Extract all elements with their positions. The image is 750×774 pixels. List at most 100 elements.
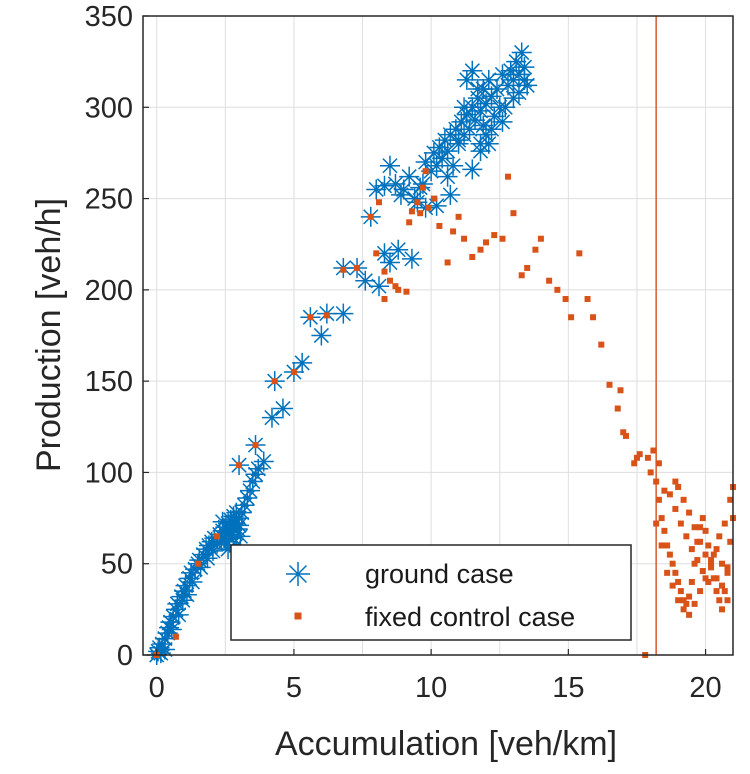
data-point-fixed-control-case <box>697 524 704 531</box>
data-point-fixed-control-case <box>705 542 712 549</box>
data-point-fixed-control-case <box>658 542 665 549</box>
data-point-fixed-control-case <box>483 239 490 246</box>
data-point-fixed-control-case <box>395 286 402 293</box>
data-point-fixed-control-case <box>672 478 679 485</box>
data-point-ground-case <box>467 79 488 100</box>
data-point-ground-case <box>412 173 433 194</box>
data-point-fixed-control-case <box>408 208 415 215</box>
series-0 <box>146 42 538 665</box>
data-point-ground-case <box>385 173 406 194</box>
legend-marker-ground-case <box>286 562 310 586</box>
data-point-ground-case <box>292 352 313 373</box>
data-point-fixed-control-case <box>724 597 731 604</box>
data-point-fixed-control-case <box>697 538 704 545</box>
data-point-ground-case <box>168 604 189 625</box>
data-point-fixed-control-case <box>664 542 671 549</box>
y-tick-label: 50 <box>101 549 133 581</box>
data-point-fixed-control-case <box>691 524 698 531</box>
data-point-fixed-control-case <box>417 210 424 217</box>
y-tick-label: 200 <box>85 275 133 307</box>
data-point-fixed-control-case <box>381 268 388 275</box>
data-point-fixed-control-case <box>661 527 668 534</box>
data-point-ground-case <box>248 458 269 479</box>
data-point-ground-case <box>462 159 483 180</box>
data-point-ground-case <box>481 86 502 107</box>
data-point-ground-case <box>470 100 491 121</box>
data-point-fixed-control-case <box>664 569 671 576</box>
data-point-fixed-control-case <box>546 277 553 284</box>
y-tick-label: 300 <box>85 92 133 124</box>
x-tick-label: 20 <box>689 672 721 704</box>
data-point-fixed-control-case <box>669 582 676 589</box>
data-point-fixed-control-case <box>422 168 429 175</box>
data-point-fixed-control-case <box>683 600 690 607</box>
data-point-fixed-control-case <box>444 259 451 266</box>
data-point-fixed-control-case <box>691 560 698 567</box>
data-point-fixed-control-case <box>373 250 380 257</box>
data-point-fixed-control-case <box>381 295 388 302</box>
data-point-fixed-control-case <box>680 597 687 604</box>
data-point-fixed-control-case <box>702 527 709 534</box>
data-point-ground-case <box>484 106 505 127</box>
data-point-fixed-control-case <box>653 478 660 485</box>
data-point-fixed-control-case <box>590 314 597 321</box>
x-tick-label: 0 <box>149 672 165 704</box>
data-point-fixed-control-case <box>672 569 679 576</box>
data-point-ground-case <box>388 239 409 260</box>
data-point-ground-case <box>390 184 411 205</box>
data-points <box>146 42 736 665</box>
data-point-fixed-control-case <box>686 611 693 618</box>
data-point-fixed-control-case <box>376 199 382 206</box>
data-point-fixed-control-case <box>686 509 693 516</box>
data-point-fixed-control-case <box>504 173 511 180</box>
data-point-ground-case <box>440 184 461 205</box>
data-point-fixed-control-case <box>562 295 569 302</box>
data-point-fixed-control-case <box>614 405 621 412</box>
data-point-ground-case <box>514 69 535 90</box>
data-point-fixed-control-case <box>672 505 679 512</box>
data-point-fixed-control-case <box>675 484 682 491</box>
data-point-ground-case <box>220 522 241 543</box>
data-point-fixed-control-case <box>524 264 531 271</box>
data-point-fixed-control-case <box>677 588 684 595</box>
data-point-ground-case <box>369 276 389 297</box>
data-point-fixed-control-case <box>323 312 330 319</box>
x-tick-label: 15 <box>552 672 584 704</box>
data-point-fixed-control-case <box>666 551 673 558</box>
data-point-fixed-control-case <box>694 557 701 564</box>
data-point-fixed-control-case <box>686 593 693 600</box>
data-point-fixed-control-case <box>727 538 734 545</box>
data-point-fixed-control-case <box>499 235 506 242</box>
data-point-fixed-control-case <box>532 246 539 253</box>
data-point-fixed-control-case <box>713 588 720 595</box>
data-point-fixed-control-case <box>724 569 731 576</box>
x-axis-label: Accumulation [veh/km] <box>275 725 617 763</box>
data-point-fixed-control-case <box>236 462 243 469</box>
data-point-fixed-control-case <box>655 460 662 467</box>
data-point-ground-case <box>465 110 486 131</box>
data-point-fixed-control-case <box>554 286 561 293</box>
data-point-ground-case <box>333 303 354 324</box>
data-point-fixed-control-case <box>518 272 525 279</box>
data-point-fixed-control-case <box>691 600 698 607</box>
data-point-fixed-control-case <box>655 496 662 503</box>
data-point-fixed-control-case <box>705 578 712 585</box>
data-point-fixed-control-case <box>354 264 361 271</box>
y-tick-label: 100 <box>85 457 133 489</box>
data-point-fixed-control-case <box>271 378 278 385</box>
data-point-fixed-control-case <box>721 520 728 527</box>
y-axis-label: Production [veh/h] <box>30 198 68 472</box>
data-point-fixed-control-case <box>450 228 457 235</box>
data-point-fixed-control-case <box>669 560 676 567</box>
data-point-ground-case <box>253 451 274 472</box>
data-point-fixed-control-case <box>406 219 413 226</box>
data-point-ground-case <box>154 639 175 660</box>
data-point-fixed-control-case <box>455 213 462 220</box>
y-axis-ticks: 0 50 100 150 200 250 300 350 <box>85 1 149 672</box>
data-point-fixed-control-case <box>194 560 201 567</box>
data-point-fixed-control-case <box>719 582 726 589</box>
data-point-ground-case <box>197 548 218 569</box>
plot-frame <box>142 15 734 656</box>
data-point-fixed-control-case <box>598 341 605 348</box>
